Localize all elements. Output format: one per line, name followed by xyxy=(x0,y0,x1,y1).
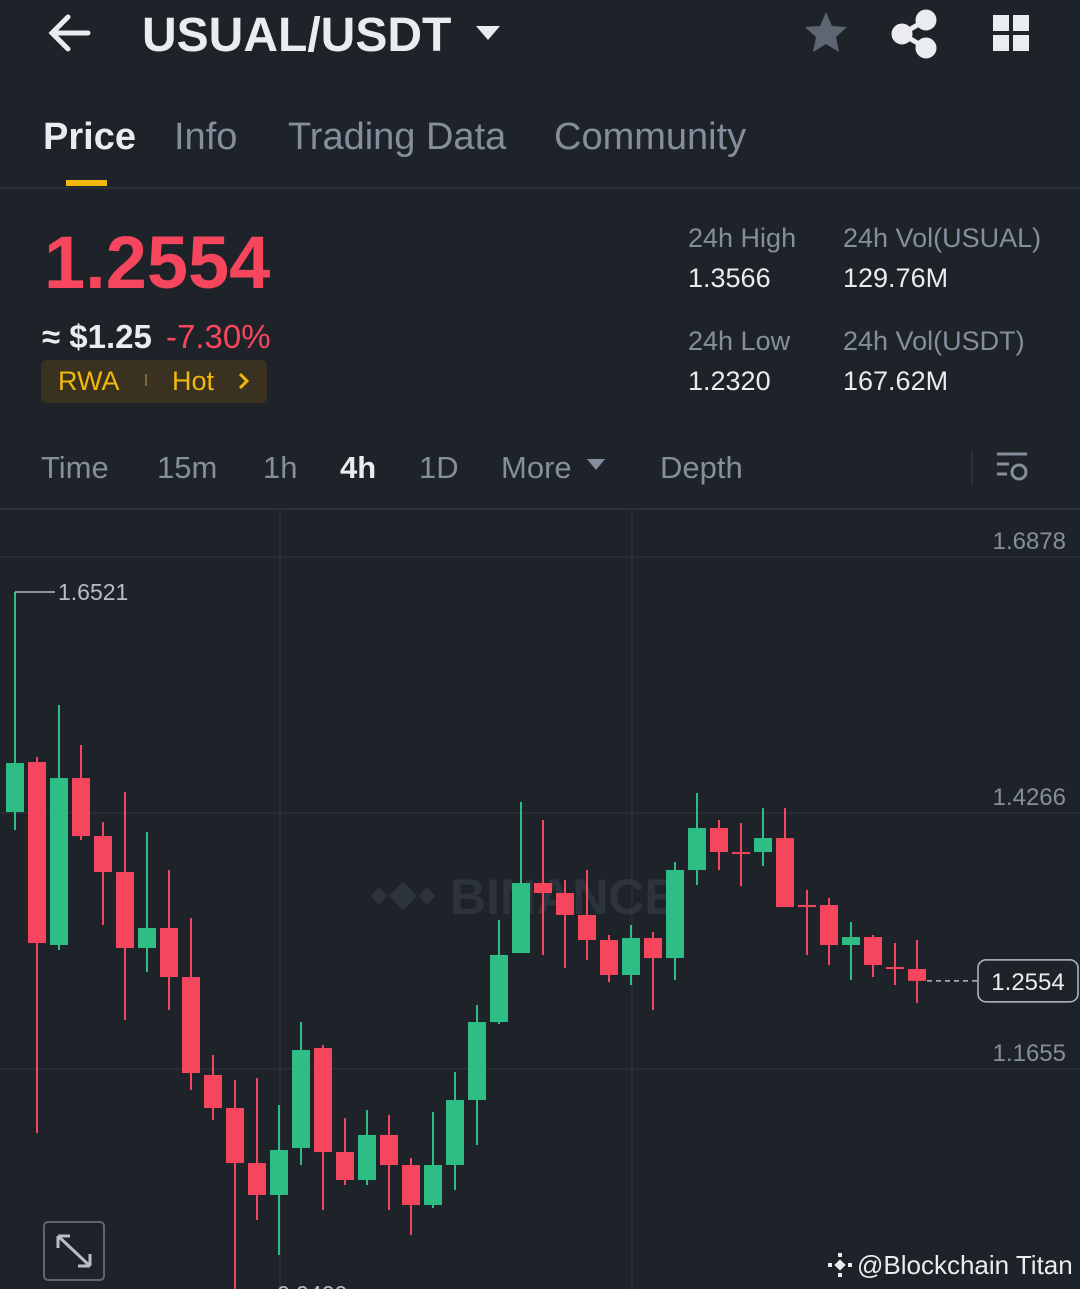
share-icon[interactable] xyxy=(891,9,937,59)
low-marker-label: 0.9400 xyxy=(277,1281,347,1289)
candle-body xyxy=(468,1022,486,1100)
tag[interactable]: RWA xyxy=(58,366,120,396)
candle-body xyxy=(820,904,838,945)
layout-icon[interactable] xyxy=(993,15,1029,51)
candle-body xyxy=(666,869,684,959)
tab[interactable]: Community xyxy=(554,116,747,158)
candle-body xyxy=(776,838,794,908)
pair-dropdown-icon[interactable] xyxy=(476,26,500,40)
credit: @Blockchain Titan xyxy=(857,1250,1073,1280)
candle-body xyxy=(710,828,728,853)
stat-value: 129.76M xyxy=(843,263,949,293)
candle-body xyxy=(754,838,772,853)
candle-body xyxy=(28,762,46,944)
tab[interactable]: Info xyxy=(174,116,238,158)
divider xyxy=(0,508,1080,510)
y-tick-label: 1.6878 xyxy=(993,528,1066,555)
candle-body xyxy=(160,928,178,978)
tag-separator xyxy=(145,374,147,386)
candle-body xyxy=(50,778,68,945)
candle-body xyxy=(72,778,90,837)
candle-body xyxy=(380,1134,398,1165)
price-change: -7.30% xyxy=(166,318,271,355)
interval[interactable]: 1h xyxy=(263,450,298,485)
candle-body xyxy=(138,928,156,949)
candle-body xyxy=(578,914,596,940)
candle-body xyxy=(358,1134,376,1180)
interval[interactable]: 15m xyxy=(157,450,218,485)
top-bar-icons xyxy=(48,9,1029,59)
candle-body xyxy=(204,1074,222,1109)
stat-label: 24h Vol(USDT) xyxy=(843,326,1025,356)
candle-body xyxy=(116,872,134,949)
interval[interactable]: 1D xyxy=(419,450,459,485)
fullscreen-icon xyxy=(56,1234,92,1268)
interval[interactable]: More xyxy=(501,450,572,485)
tag[interactable]: Hot xyxy=(172,366,215,396)
candle-body xyxy=(622,938,640,975)
candle-body xyxy=(534,883,552,894)
candle-body xyxy=(490,954,508,1023)
divider xyxy=(971,450,973,486)
interval[interactable]: 4h xyxy=(340,450,377,485)
stat-label: 24h Low xyxy=(688,326,791,356)
back-icon[interactable] xyxy=(48,14,91,52)
y-tick-label: 1.1655 xyxy=(993,1040,1066,1067)
candle-body xyxy=(226,1108,244,1164)
tag-chevron xyxy=(238,372,250,390)
candle-body xyxy=(314,1048,332,1153)
fiat-price: ≈ $1.25 xyxy=(42,318,152,355)
last-price-label: 1.2554 xyxy=(991,969,1064,996)
candle-body xyxy=(798,904,816,908)
tab[interactable]: Trading Data xyxy=(288,116,507,158)
stat-value: 1.2320 xyxy=(688,366,771,396)
candle-body xyxy=(644,938,662,959)
credit-logo xyxy=(828,1253,852,1277)
candle-body xyxy=(908,969,926,981)
tab-indicator xyxy=(66,180,107,186)
stat-label: 24h High xyxy=(688,223,797,253)
candle-body xyxy=(732,852,750,855)
stat-value: 1.3566 xyxy=(688,263,771,293)
candle-body xyxy=(6,763,24,813)
stat-label: 24h Vol(USUAL) xyxy=(843,223,1042,253)
chart-settings-icon[interactable] xyxy=(995,450,1031,486)
candle-body xyxy=(864,937,882,965)
watermark-logo xyxy=(370,881,436,911)
candle-body xyxy=(842,937,860,945)
candle-body xyxy=(600,939,618,975)
candle-body xyxy=(446,1099,464,1165)
candle-body xyxy=(688,828,706,870)
y-tick-label: 1.4266 xyxy=(993,784,1066,811)
candle-body xyxy=(336,1152,354,1180)
candle-body xyxy=(886,967,904,970)
candle-body xyxy=(292,1049,310,1149)
candlestick-chart: BINANCE 1.68781.42661.16551.65210.94001.… xyxy=(0,510,1080,1289)
candle-body xyxy=(248,1163,266,1195)
high-marker-label: 1.6521 xyxy=(58,579,128,605)
pair-title[interactable]: USUAL/USDT xyxy=(142,9,452,62)
last-price: 1.2554 xyxy=(44,221,271,304)
tab[interactable]: Price xyxy=(43,116,136,158)
favorite-icon[interactable] xyxy=(805,12,847,52)
candle-body xyxy=(402,1164,420,1205)
fullscreen-button[interactable] xyxy=(43,1221,105,1281)
candle-body xyxy=(512,883,530,954)
interval[interactable]: Depth xyxy=(660,450,743,485)
candle-body xyxy=(424,1164,442,1205)
tag-pill[interactable] xyxy=(41,360,267,403)
candle-body xyxy=(556,893,574,915)
last-price-box xyxy=(977,959,1079,1003)
candle-body xyxy=(94,836,112,873)
divider xyxy=(0,187,1080,189)
candle-body xyxy=(270,1149,288,1195)
candle-body xyxy=(182,977,200,1074)
more-dropdown-icon[interactable] xyxy=(586,458,606,472)
stat-value: 167.62M xyxy=(843,366,949,396)
interval[interactable]: Time xyxy=(41,450,109,485)
